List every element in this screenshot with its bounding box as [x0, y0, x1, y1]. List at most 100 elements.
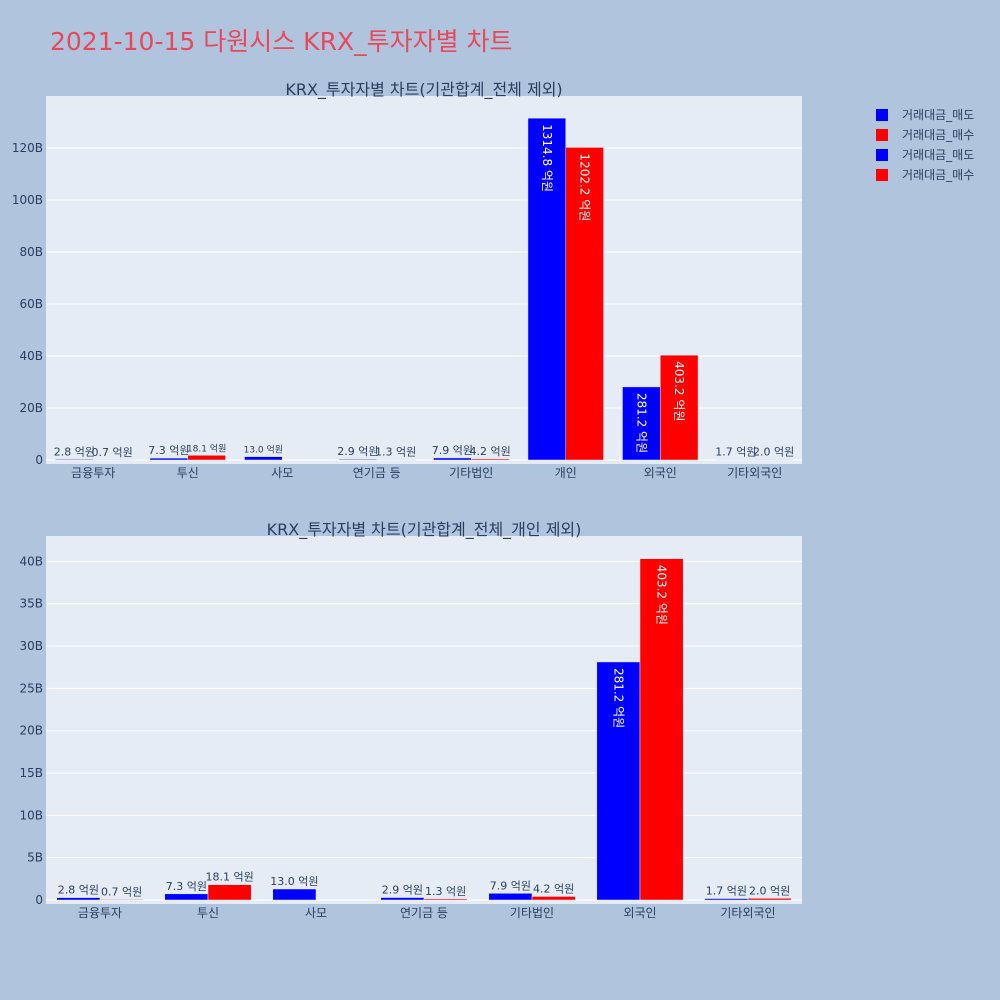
x-tick-label: 기타외국인 [720, 906, 775, 920]
bar [531, 896, 576, 901]
y-tick-label: 100B [12, 193, 43, 207]
x-tick-label: 기타법인 [449, 466, 493, 480]
y-tick-label: 40B [19, 349, 43, 363]
y-tick-label: 0 [35, 453, 43, 467]
legend-label: 거래대금_매도 [902, 108, 974, 122]
bar [622, 386, 661, 461]
y-tick-label: 35B [19, 597, 43, 611]
data-label: 0.7 억원 [92, 446, 133, 459]
x-tick-label: 투신 [197, 906, 219, 920]
data-label: 1314.8 억원 [540, 124, 554, 192]
bar [380, 897, 425, 901]
subplot-title: KRX_투자자별 차트(기관합계_전체 제외) [285, 80, 562, 100]
bar [56, 897, 101, 901]
data-label: 7.9 억원 [432, 444, 473, 457]
bar [704, 898, 749, 901]
data-label: 281.2 억원 [634, 393, 648, 453]
chart-title: 2021-10-15 다원시스 KRX_투자자별 차트 [50, 27, 513, 56]
data-label: 4.2 억원 [533, 882, 574, 895]
data-label: 7.3 억원 [166, 880, 207, 893]
data-label: 1202.2 억원 [578, 153, 592, 221]
bar [660, 354, 699, 461]
data-label: 18.1 억원 [205, 871, 253, 884]
data-label: 2.9 억원 [382, 884, 423, 897]
y-tick-label: 10B [19, 808, 43, 822]
data-label: 1.7 억원 [706, 885, 747, 898]
x-tick-label: 금융투자 [78, 906, 122, 920]
data-label: 4.2 억원 [470, 445, 511, 458]
data-label: 1.7 억원 [715, 446, 756, 459]
bar [149, 457, 188, 461]
legend-swatch [876, 169, 888, 181]
data-label: 2.8 억원 [54, 445, 95, 458]
bar [99, 899, 144, 901]
x-tick-label: 외국인 [644, 466, 677, 480]
y-tick-label: 120B [12, 141, 43, 155]
bar [596, 661, 641, 901]
x-tick-label: 외국인 [623, 906, 656, 920]
plot-background [46, 536, 802, 904]
bar [187, 455, 226, 461]
y-tick-label: 40B [19, 554, 43, 568]
data-label: 7.3 억원 [148, 444, 189, 457]
data-label: 0.7 억원 [101, 885, 142, 898]
y-tick-label: 20B [19, 401, 43, 415]
data-label: 403.2 억원 [655, 565, 669, 625]
x-tick-label: 연기금 등 [400, 906, 448, 920]
bar [471, 458, 510, 461]
x-tick-label: 연기금 등 [353, 466, 401, 480]
bar [488, 893, 533, 901]
data-label: 281.2 억원 [611, 668, 625, 728]
bar [565, 147, 604, 461]
bar [527, 117, 567, 461]
data-label: 2.0 억원 [753, 445, 794, 458]
bar [754, 459, 793, 461]
bar [338, 458, 378, 461]
bar [747, 898, 792, 901]
y-tick-label: 60B [19, 297, 43, 311]
legend-swatch [876, 109, 888, 121]
subplot-title: KRX_투자자별 차트(기관합계_전체_개인 제외) [267, 520, 582, 540]
bar [272, 888, 317, 901]
y-tick-label: 0 [35, 893, 43, 907]
data-label: 1.3 억원 [425, 885, 466, 898]
data-label: 18.1 억원 [187, 442, 226, 454]
data-label: 7.9 억원 [490, 879, 531, 892]
y-tick-label: 15B [19, 766, 43, 780]
legend-label: 거래대금_매수 [902, 168, 974, 182]
bar [423, 898, 468, 901]
x-tick-label: 투신 [177, 466, 199, 480]
x-tick-label: 사모 [305, 906, 327, 920]
data-label: 2.9 억원 [337, 445, 378, 458]
y-tick-label: 30B [19, 639, 43, 653]
legend-label: 거래대금_매도 [902, 148, 974, 162]
x-tick-label: 사모 [271, 466, 293, 480]
data-label: 1.3 억원 [375, 446, 416, 459]
x-tick-label: 금융투자 [71, 466, 115, 480]
data-label: 2.0 억원 [749, 884, 790, 897]
y-tick-label: 80B [19, 245, 43, 259]
subplot-2: 0 5B 10B 15B 20B 25B 30B 35B 40B KRX_투자자별 차트(기관합계… [19, 520, 802, 920]
bar [207, 884, 252, 901]
bar [164, 893, 209, 901]
bar [639, 558, 684, 901]
y-tick-label: 25B [19, 681, 43, 695]
bar [433, 457, 472, 461]
x-tick-label: 기타법인 [510, 906, 554, 920]
bar [55, 459, 94, 461]
data-label: 2.8 억원 [58, 884, 99, 897]
y-tick-label: 5B [27, 851, 43, 865]
legend-swatch [876, 149, 888, 161]
x-tick-label: 기타외국인 [727, 466, 782, 480]
legend-label: 거래대금_매수 [902, 128, 974, 142]
data-label: 13.0 억원 [244, 444, 283, 456]
legend-swatch [876, 129, 888, 141]
x-tick-label: 개인 [555, 466, 577, 480]
data-label: 13.0 억원 [270, 875, 318, 888]
data-label: 403.2 억원 [672, 361, 686, 421]
y-tick-label: 20B [19, 724, 43, 738]
bar [244, 456, 283, 461]
subplot-1: 0 20B 40B 60B 80B 100B 120B KRX_투자자별 차트(기관합계_전체… [12, 80, 802, 480]
